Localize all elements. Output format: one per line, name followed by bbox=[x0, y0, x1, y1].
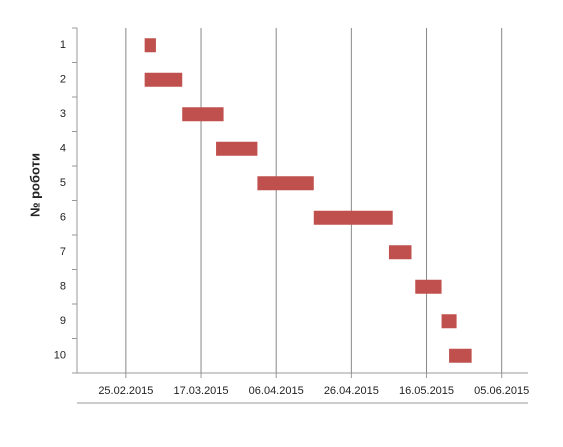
y-tick-label: 2 bbox=[60, 74, 66, 86]
bar bbox=[257, 176, 314, 191]
y-tick-label: 9 bbox=[60, 315, 66, 327]
bar bbox=[144, 72, 183, 87]
y-tick-label: 8 bbox=[60, 281, 66, 293]
x-tick-label: 16.05.2015 bbox=[399, 385, 454, 397]
y-axis-label: № роботи bbox=[27, 153, 42, 217]
bar bbox=[449, 348, 472, 363]
x-tick-label: 17.03.2015 bbox=[173, 385, 228, 397]
y-tick-label: 4 bbox=[60, 143, 66, 155]
y-tick-label: 10 bbox=[54, 350, 66, 362]
y-tick-label: 3 bbox=[60, 108, 66, 120]
bar bbox=[182, 107, 224, 122]
bar bbox=[144, 38, 156, 53]
y-tick-label: 1 bbox=[60, 39, 66, 51]
y-tick-label: 6 bbox=[60, 212, 66, 224]
bar bbox=[441, 314, 457, 329]
bar bbox=[388, 245, 412, 260]
x-tick-label: 26.04.2015 bbox=[324, 385, 379, 397]
x-tick-label: 25.02.2015 bbox=[98, 385, 153, 397]
x-tick-label: 05.06.2015 bbox=[474, 385, 529, 397]
y-tick-label: 5 bbox=[60, 177, 66, 189]
x-tick-label: 06.04.2015 bbox=[249, 385, 304, 397]
y-tick-label: 7 bbox=[60, 246, 66, 258]
bar bbox=[415, 279, 442, 294]
bar bbox=[313, 210, 393, 225]
bar bbox=[216, 141, 258, 156]
